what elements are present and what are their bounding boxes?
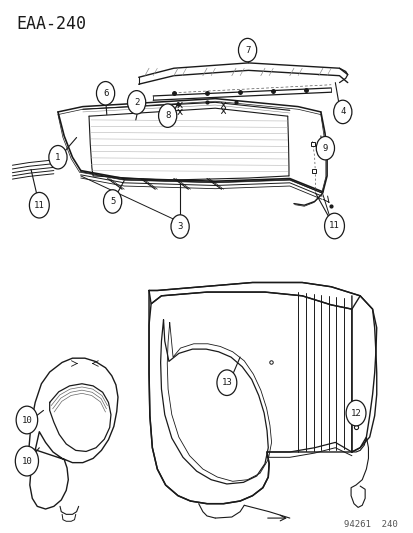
Text: 94261  240: 94261 240 (343, 520, 396, 529)
Circle shape (127, 91, 145, 114)
Circle shape (15, 446, 38, 476)
Text: 3: 3 (177, 222, 182, 231)
Text: 4: 4 (339, 108, 344, 116)
Text: 12: 12 (350, 409, 361, 417)
Circle shape (324, 213, 344, 239)
Circle shape (345, 400, 365, 426)
Circle shape (96, 82, 114, 105)
Circle shape (316, 136, 334, 160)
Text: 1: 1 (55, 153, 60, 161)
Circle shape (49, 146, 67, 169)
Text: 9: 9 (322, 144, 327, 152)
Text: 11: 11 (34, 201, 45, 209)
Circle shape (171, 215, 189, 238)
Text: 10: 10 (21, 457, 32, 465)
Text: 8: 8 (165, 111, 170, 120)
Circle shape (29, 192, 49, 218)
Text: 11: 11 (328, 222, 339, 230)
Circle shape (103, 190, 121, 213)
Text: 6: 6 (103, 89, 108, 98)
Circle shape (158, 104, 176, 127)
Text: EAA-240: EAA-240 (17, 15, 86, 33)
Circle shape (216, 370, 236, 395)
Text: 2: 2 (134, 98, 139, 107)
Text: 7: 7 (244, 46, 249, 54)
Text: 5: 5 (110, 197, 115, 206)
Circle shape (238, 38, 256, 62)
Text: 10: 10 (21, 416, 32, 424)
Circle shape (16, 406, 38, 434)
Circle shape (333, 100, 351, 124)
Text: 13: 13 (221, 378, 232, 387)
